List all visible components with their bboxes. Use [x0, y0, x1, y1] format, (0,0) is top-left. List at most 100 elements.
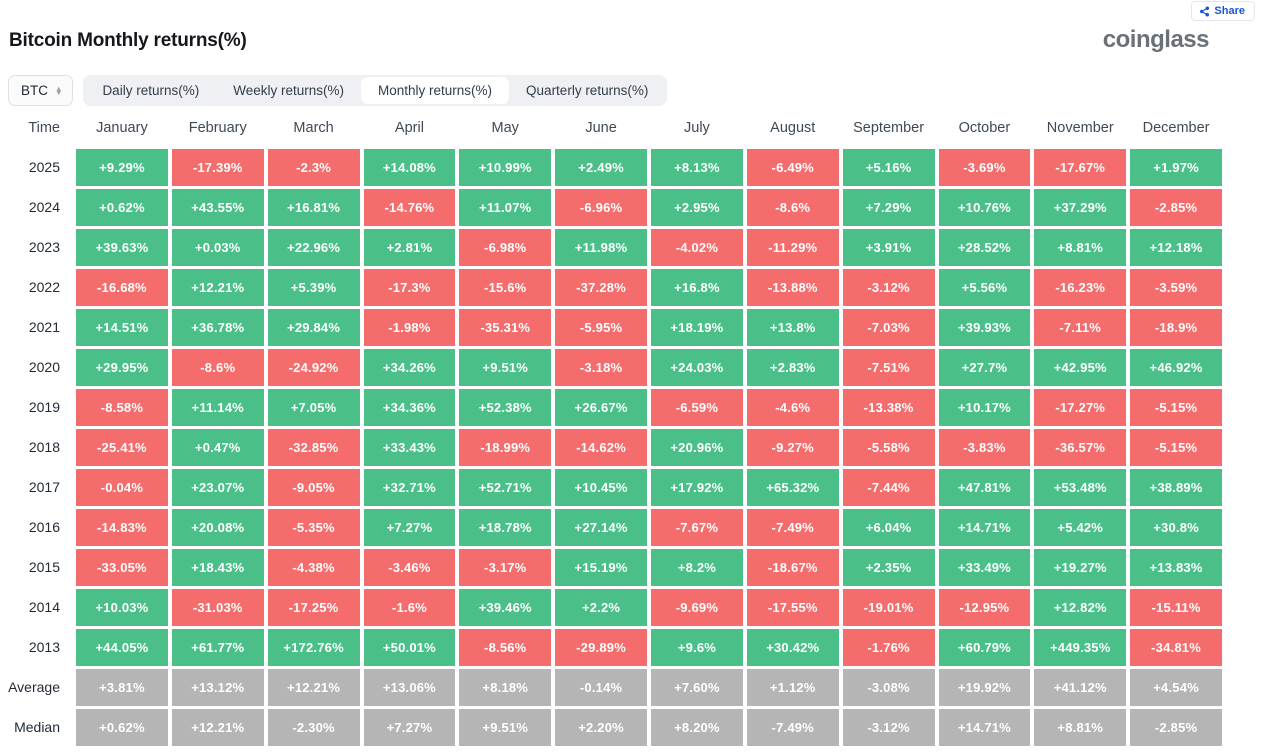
return-cell: +7.29% [842, 189, 935, 226]
return-cell: -5.15% [1130, 429, 1222, 466]
return-cell: -8.56% [459, 629, 552, 666]
return-cell: +60.79% [938, 629, 1031, 666]
return-cell: +14.08% [363, 149, 456, 186]
controls-bar: BTC ▲ ▼ Daily returns(%) Weekly returns(%)… [8, 75, 668, 106]
return-cell: -4.6% [746, 389, 839, 426]
return-cell: +12.21% [171, 269, 264, 306]
return-cell: +18.19% [651, 309, 743, 346]
row-label-2019: 2019 [28, 399, 60, 415]
returns-grid: 2025 +9.29% -17.39% -2.3% +14.08% +10.99% +2.4… [8, 149, 1222, 746]
return-cell: +3.81% [76, 669, 168, 706]
return-cell: +8.2% [651, 549, 743, 586]
tab-monthly-returns[interactable]: Monthly returns(%) [361, 77, 510, 104]
return-cell: +53.48% [1034, 469, 1127, 506]
tab-quarterly-returns[interactable]: Quarterly returns(%) [509, 77, 665, 104]
return-cell: +12.18% [1130, 229, 1222, 266]
return-cell: +10.99% [459, 149, 552, 186]
return-cell: +2.2% [555, 589, 647, 626]
return-cell: -18.9% [1130, 309, 1222, 346]
tab-daily-returns[interactable]: Daily returns(%) [85, 77, 216, 104]
share-button[interactable]: Share [1191, 1, 1255, 21]
return-cell: -2.30% [267, 709, 360, 746]
return-cell: +24.03% [651, 349, 743, 386]
return-cell: -9.27% [746, 429, 839, 466]
return-cell: +5.16% [842, 149, 935, 186]
return-cell: -2.3% [267, 149, 360, 186]
tab-weekly-returns[interactable]: Weekly returns(%) [216, 77, 361, 104]
return-cell: +0.62% [76, 709, 168, 746]
return-cell: -31.03% [171, 589, 264, 626]
return-cell: -8.6% [746, 189, 839, 226]
return-cell: +11.07% [459, 189, 552, 226]
return-cell: -33.05% [76, 549, 168, 586]
column-header-june: June [585, 120, 617, 136]
return-cell: +9.29% [76, 149, 168, 186]
return-cell: -25.41% [76, 429, 168, 466]
return-cell: -4.02% [651, 229, 743, 266]
return-cell: +4.54% [1130, 669, 1222, 706]
return-cell: +12.82% [1034, 589, 1127, 626]
return-cell: +44.05% [76, 629, 168, 666]
return-cell: -0.04% [76, 469, 168, 506]
return-cell: +8.81% [1034, 709, 1127, 746]
return-cell: +16.8% [651, 269, 743, 306]
share-button-label: Share [1214, 5, 1245, 17]
return-cell: +39.46% [459, 589, 552, 626]
return-cell: -1.98% [363, 309, 456, 346]
return-cell: +38.89% [1130, 469, 1222, 506]
return-cell: -7.03% [842, 309, 935, 346]
return-cell: -7.44% [842, 469, 935, 506]
return-cell: +13.8% [746, 309, 839, 346]
return-cell: +29.95% [76, 349, 168, 386]
column-header-march: March [293, 120, 334, 136]
return-cell: +2.49% [555, 149, 647, 186]
return-cell: +12.21% [171, 709, 264, 746]
return-cell: +12.21% [267, 669, 360, 706]
return-cell: -14.83% [76, 509, 168, 546]
return-cell: -15.6% [459, 269, 552, 306]
row-label-2020: 2020 [28, 359, 60, 375]
return-cell: +52.38% [459, 389, 552, 426]
return-cell: +20.08% [171, 509, 264, 546]
return-cell: -7.51% [842, 349, 935, 386]
return-cell: +2.95% [651, 189, 743, 226]
row-label-2024: 2024 [28, 199, 60, 215]
row-label-2018: 2018 [28, 439, 60, 455]
return-cell: -2.85% [1130, 709, 1222, 746]
column-header-july: July [684, 120, 710, 136]
return-cell: -9.05% [267, 469, 360, 506]
column-header-december: December [1142, 120, 1210, 136]
return-cell: +10.03% [76, 589, 168, 626]
row-label-2021: 2021 [28, 319, 60, 335]
return-cell: -17.3% [363, 269, 456, 306]
return-cell: +8.13% [651, 149, 743, 186]
return-cell: +3.91% [842, 229, 935, 266]
return-cell: -8.58% [76, 389, 168, 426]
return-cell: +13.83% [1130, 549, 1222, 586]
return-cell: +37.29% [1034, 189, 1127, 226]
return-cell: -3.12% [842, 269, 935, 306]
return-cell: +20.96% [651, 429, 743, 466]
return-cell: -3.18% [555, 349, 647, 386]
return-cell: +34.36% [363, 389, 456, 426]
return-cell: +10.76% [938, 189, 1031, 226]
return-cell: +33.43% [363, 429, 456, 466]
return-cell: +13.06% [363, 669, 456, 706]
return-cell: +8.81% [1034, 229, 1127, 266]
return-cell: +9.51% [459, 349, 552, 386]
return-cell: +9.51% [459, 709, 552, 746]
return-cell: -5.95% [555, 309, 647, 346]
return-cell: -32.85% [267, 429, 360, 466]
return-cell: +39.93% [938, 309, 1031, 346]
return-cell: +28.52% [938, 229, 1031, 266]
return-cell: +14.51% [76, 309, 168, 346]
return-cell: -12.95% [938, 589, 1031, 626]
return-cell: +2.83% [746, 349, 839, 386]
return-cell: -3.08% [842, 669, 935, 706]
symbol-selector[interactable]: BTC ▲ ▼ [8, 75, 74, 106]
return-cell: -6.49% [746, 149, 839, 186]
return-cell: -11.29% [746, 229, 839, 266]
return-cell: +26.67% [555, 389, 647, 426]
return-cell: -15.11% [1130, 589, 1222, 626]
return-cell: +449.35% [1034, 629, 1127, 666]
